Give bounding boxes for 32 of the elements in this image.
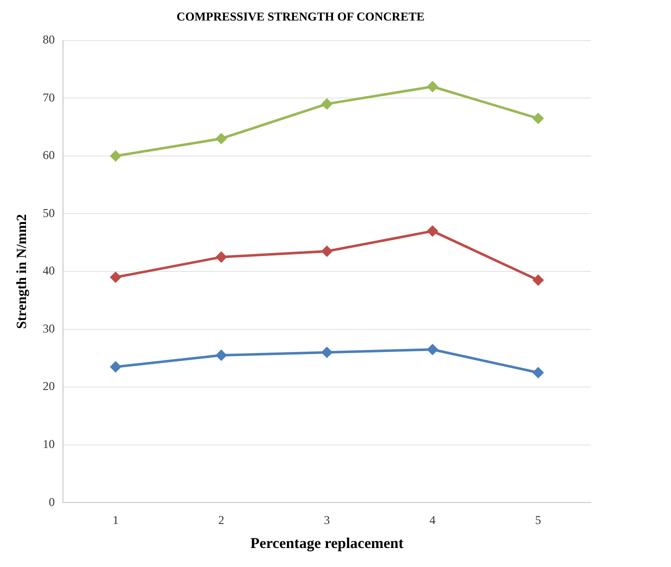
point [110, 150, 121, 162]
point [427, 344, 438, 355]
point [110, 272, 121, 283]
chart-title: COMPRESSIVE STRENGTH OF CONCRETE [176, 9, 424, 24]
y-tick-label: 60 [42, 148, 55, 162]
y-tick-label: 30 [42, 321, 55, 336]
x-axis-title: Percentage replacement [250, 536, 404, 552]
x-tick-label: 2 [218, 512, 224, 527]
y-axis-title: Strength in N/mm2 [15, 214, 30, 329]
y-tick-label: 10 [42, 436, 55, 451]
point [216, 133, 227, 144]
point [427, 81, 438, 92]
x-tick-label: 5 [535, 512, 542, 527]
y-tick-label: 20 [42, 379, 55, 394]
point [110, 362, 121, 372]
x-tick-label: 3 [324, 512, 330, 527]
point [216, 350, 227, 361]
point [532, 274, 544, 286]
point [322, 246, 332, 257]
x-tick-label: 4 [430, 512, 436, 527]
point [427, 226, 438, 236]
y-tick-label: 70 [42, 90, 55, 104]
x-tick-label: 1 [112, 512, 119, 527]
point [322, 347, 332, 358]
y-tick-label: 40 [42, 264, 55, 278]
point [322, 98, 332, 110]
point [216, 252, 227, 262]
y-tick-label: 50 [42, 206, 55, 220]
y-tick-label: 0 [48, 494, 55, 509]
point [532, 113, 544, 124]
y-tick-label: 80 [42, 32, 55, 47]
point [532, 367, 544, 378]
